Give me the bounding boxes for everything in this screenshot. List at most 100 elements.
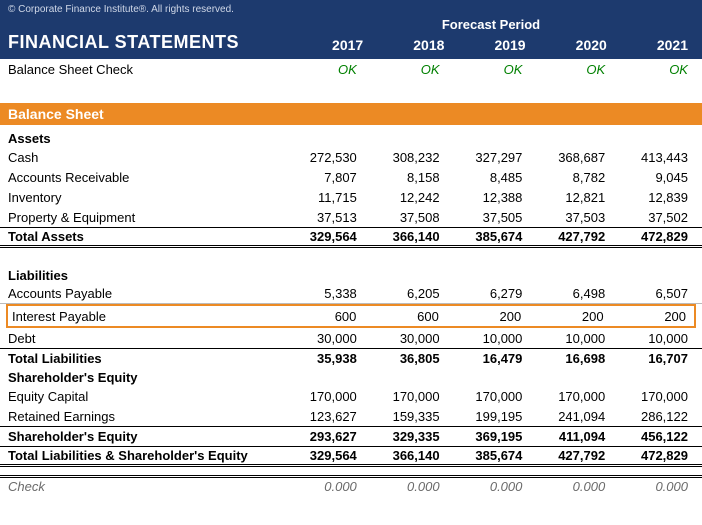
cell: 272,530 xyxy=(280,150,363,165)
row-label: Total Liabilities xyxy=(8,351,280,366)
cell: 16,479 xyxy=(446,351,529,366)
row-label: Total Liabilities & Shareholder's Equity xyxy=(8,448,280,463)
cell: 329,564 xyxy=(280,448,363,463)
cell: 5,338 xyxy=(280,286,363,301)
year-col: 2020 xyxy=(532,37,613,53)
table-row: Property & Equipment 37,513 37,508 37,50… xyxy=(0,207,702,227)
cell: 286,122 xyxy=(611,409,694,424)
cell: OK xyxy=(280,62,363,77)
cell: 600 xyxy=(280,309,362,324)
cell: 8,485 xyxy=(446,170,529,185)
row-label: Retained Earnings xyxy=(8,409,280,424)
cell: OK xyxy=(528,62,611,77)
cell: 12,242 xyxy=(363,190,446,205)
cell: 200 xyxy=(610,309,692,324)
table-row: Inventory 11,715 12,242 12,388 12,821 12… xyxy=(0,187,702,207)
cell: 6,498 xyxy=(528,286,611,301)
row-label: Check xyxy=(8,479,280,494)
cell: 366,140 xyxy=(363,448,446,463)
cell: 10,000 xyxy=(446,331,529,346)
cell: 36,805 xyxy=(363,351,446,366)
cell: 170,000 xyxy=(528,389,611,404)
total-liabilities-row: Total Liabilities 35,938 36,805 16,479 1… xyxy=(0,348,702,368)
cell: 10,000 xyxy=(611,331,694,346)
assets-heading: Assets xyxy=(0,129,702,147)
cell: 8,782 xyxy=(528,170,611,185)
total-assets-row: Total Assets 329,564 366,140 385,674 427… xyxy=(0,227,702,248)
table-row: Accounts Receivable 7,807 8,158 8,485 8,… xyxy=(0,167,702,187)
cell: 385,674 xyxy=(446,448,529,463)
cell: 413,443 xyxy=(611,150,694,165)
cell: OK xyxy=(611,62,694,77)
row-label: Equity Capital xyxy=(8,389,280,404)
table-row: Cash 272,530 308,232 327,297 368,687 413… xyxy=(0,147,702,167)
cell: 37,508 xyxy=(363,210,446,225)
row-label: Inventory xyxy=(8,190,280,205)
cell: 385,674 xyxy=(446,229,529,244)
cell: 12,839 xyxy=(611,190,694,205)
cell: 0.000 xyxy=(611,479,694,494)
cell: 170,000 xyxy=(280,389,363,404)
cell: 0.000 xyxy=(280,479,363,494)
equity-heading: Shareholder's Equity xyxy=(0,368,702,386)
cell: 12,821 xyxy=(528,190,611,205)
year-col: 2019 xyxy=(450,37,531,53)
cell: 9,045 xyxy=(611,170,694,185)
cell: OK xyxy=(363,62,446,77)
cell: 30,000 xyxy=(280,331,363,346)
cell: 600 xyxy=(362,309,444,324)
cell: 293,627 xyxy=(280,429,363,444)
cell: 200 xyxy=(527,309,609,324)
year-header-row: 2017 2018 2019 2020 2021 xyxy=(288,37,694,53)
header-band: © Corporate Finance Institute®. All righ… xyxy=(0,0,702,59)
cell: 37,503 xyxy=(528,210,611,225)
cell: 6,507 xyxy=(611,286,694,301)
cell: 12,388 xyxy=(446,190,529,205)
cell: 37,513 xyxy=(280,210,363,225)
cell: 0.000 xyxy=(363,479,446,494)
cell: 308,232 xyxy=(363,150,446,165)
table-row: Accounts Payable 5,338 6,205 6,279 6,498… xyxy=(0,284,702,304)
year-col: 2021 xyxy=(613,37,694,53)
row-label: Balance Sheet Check xyxy=(8,62,280,77)
cell: 199,195 xyxy=(446,409,529,424)
cell: 30,000 xyxy=(363,331,446,346)
cell: 329,335 xyxy=(363,429,446,444)
cell: 329,564 xyxy=(280,229,363,244)
cell: 16,707 xyxy=(611,351,694,366)
row-label: Property & Equipment xyxy=(8,210,280,225)
cell: 123,627 xyxy=(280,409,363,424)
cell: 427,792 xyxy=(528,448,611,463)
cell: 472,829 xyxy=(611,448,694,463)
cell: 170,000 xyxy=(611,389,694,404)
year-col: 2017 xyxy=(288,37,369,53)
interest-payable-highlight: Interest Payable 600 600 200 200 200 xyxy=(6,304,696,328)
cell: 472,829 xyxy=(611,229,694,244)
cell: 11,715 xyxy=(280,190,363,205)
table-row: Debt 30,000 30,000 10,000 10,000 10,000 xyxy=(0,328,702,348)
row-label: Accounts Receivable xyxy=(8,170,280,185)
cell: 0.000 xyxy=(446,479,529,494)
forecast-period-label: Forecast Period xyxy=(369,17,613,32)
cell: 170,000 xyxy=(363,389,446,404)
cell: OK xyxy=(446,62,529,77)
cell: 8,158 xyxy=(363,170,446,185)
cell: 35,938 xyxy=(280,351,363,366)
financial-table: Balance Sheet Check OK OK OK OK OK Balan… xyxy=(0,59,702,495)
cell: 37,505 xyxy=(446,210,529,225)
copyright-text: © Corporate Finance Institute®. All righ… xyxy=(8,4,694,17)
table-row: Equity Capital 170,000 170,000 170,000 1… xyxy=(0,386,702,406)
cell: 200 xyxy=(445,309,527,324)
row-label: Shareholder's Equity xyxy=(8,429,280,444)
cell: 7,807 xyxy=(280,170,363,185)
row-label: Accounts Payable xyxy=(8,286,280,301)
cell: 10,000 xyxy=(528,331,611,346)
balance-sheet-check-row: Balance Sheet Check OK OK OK OK OK xyxy=(0,59,702,79)
cell: 16,698 xyxy=(528,351,611,366)
table-row: Retained Earnings 123,627 159,335 199,19… xyxy=(0,406,702,426)
row-label: Debt xyxy=(8,331,280,346)
row-label: Total Assets xyxy=(8,229,280,244)
year-col: 2018 xyxy=(369,37,450,53)
row-label: Cash xyxy=(8,150,280,165)
cell: 368,687 xyxy=(528,150,611,165)
